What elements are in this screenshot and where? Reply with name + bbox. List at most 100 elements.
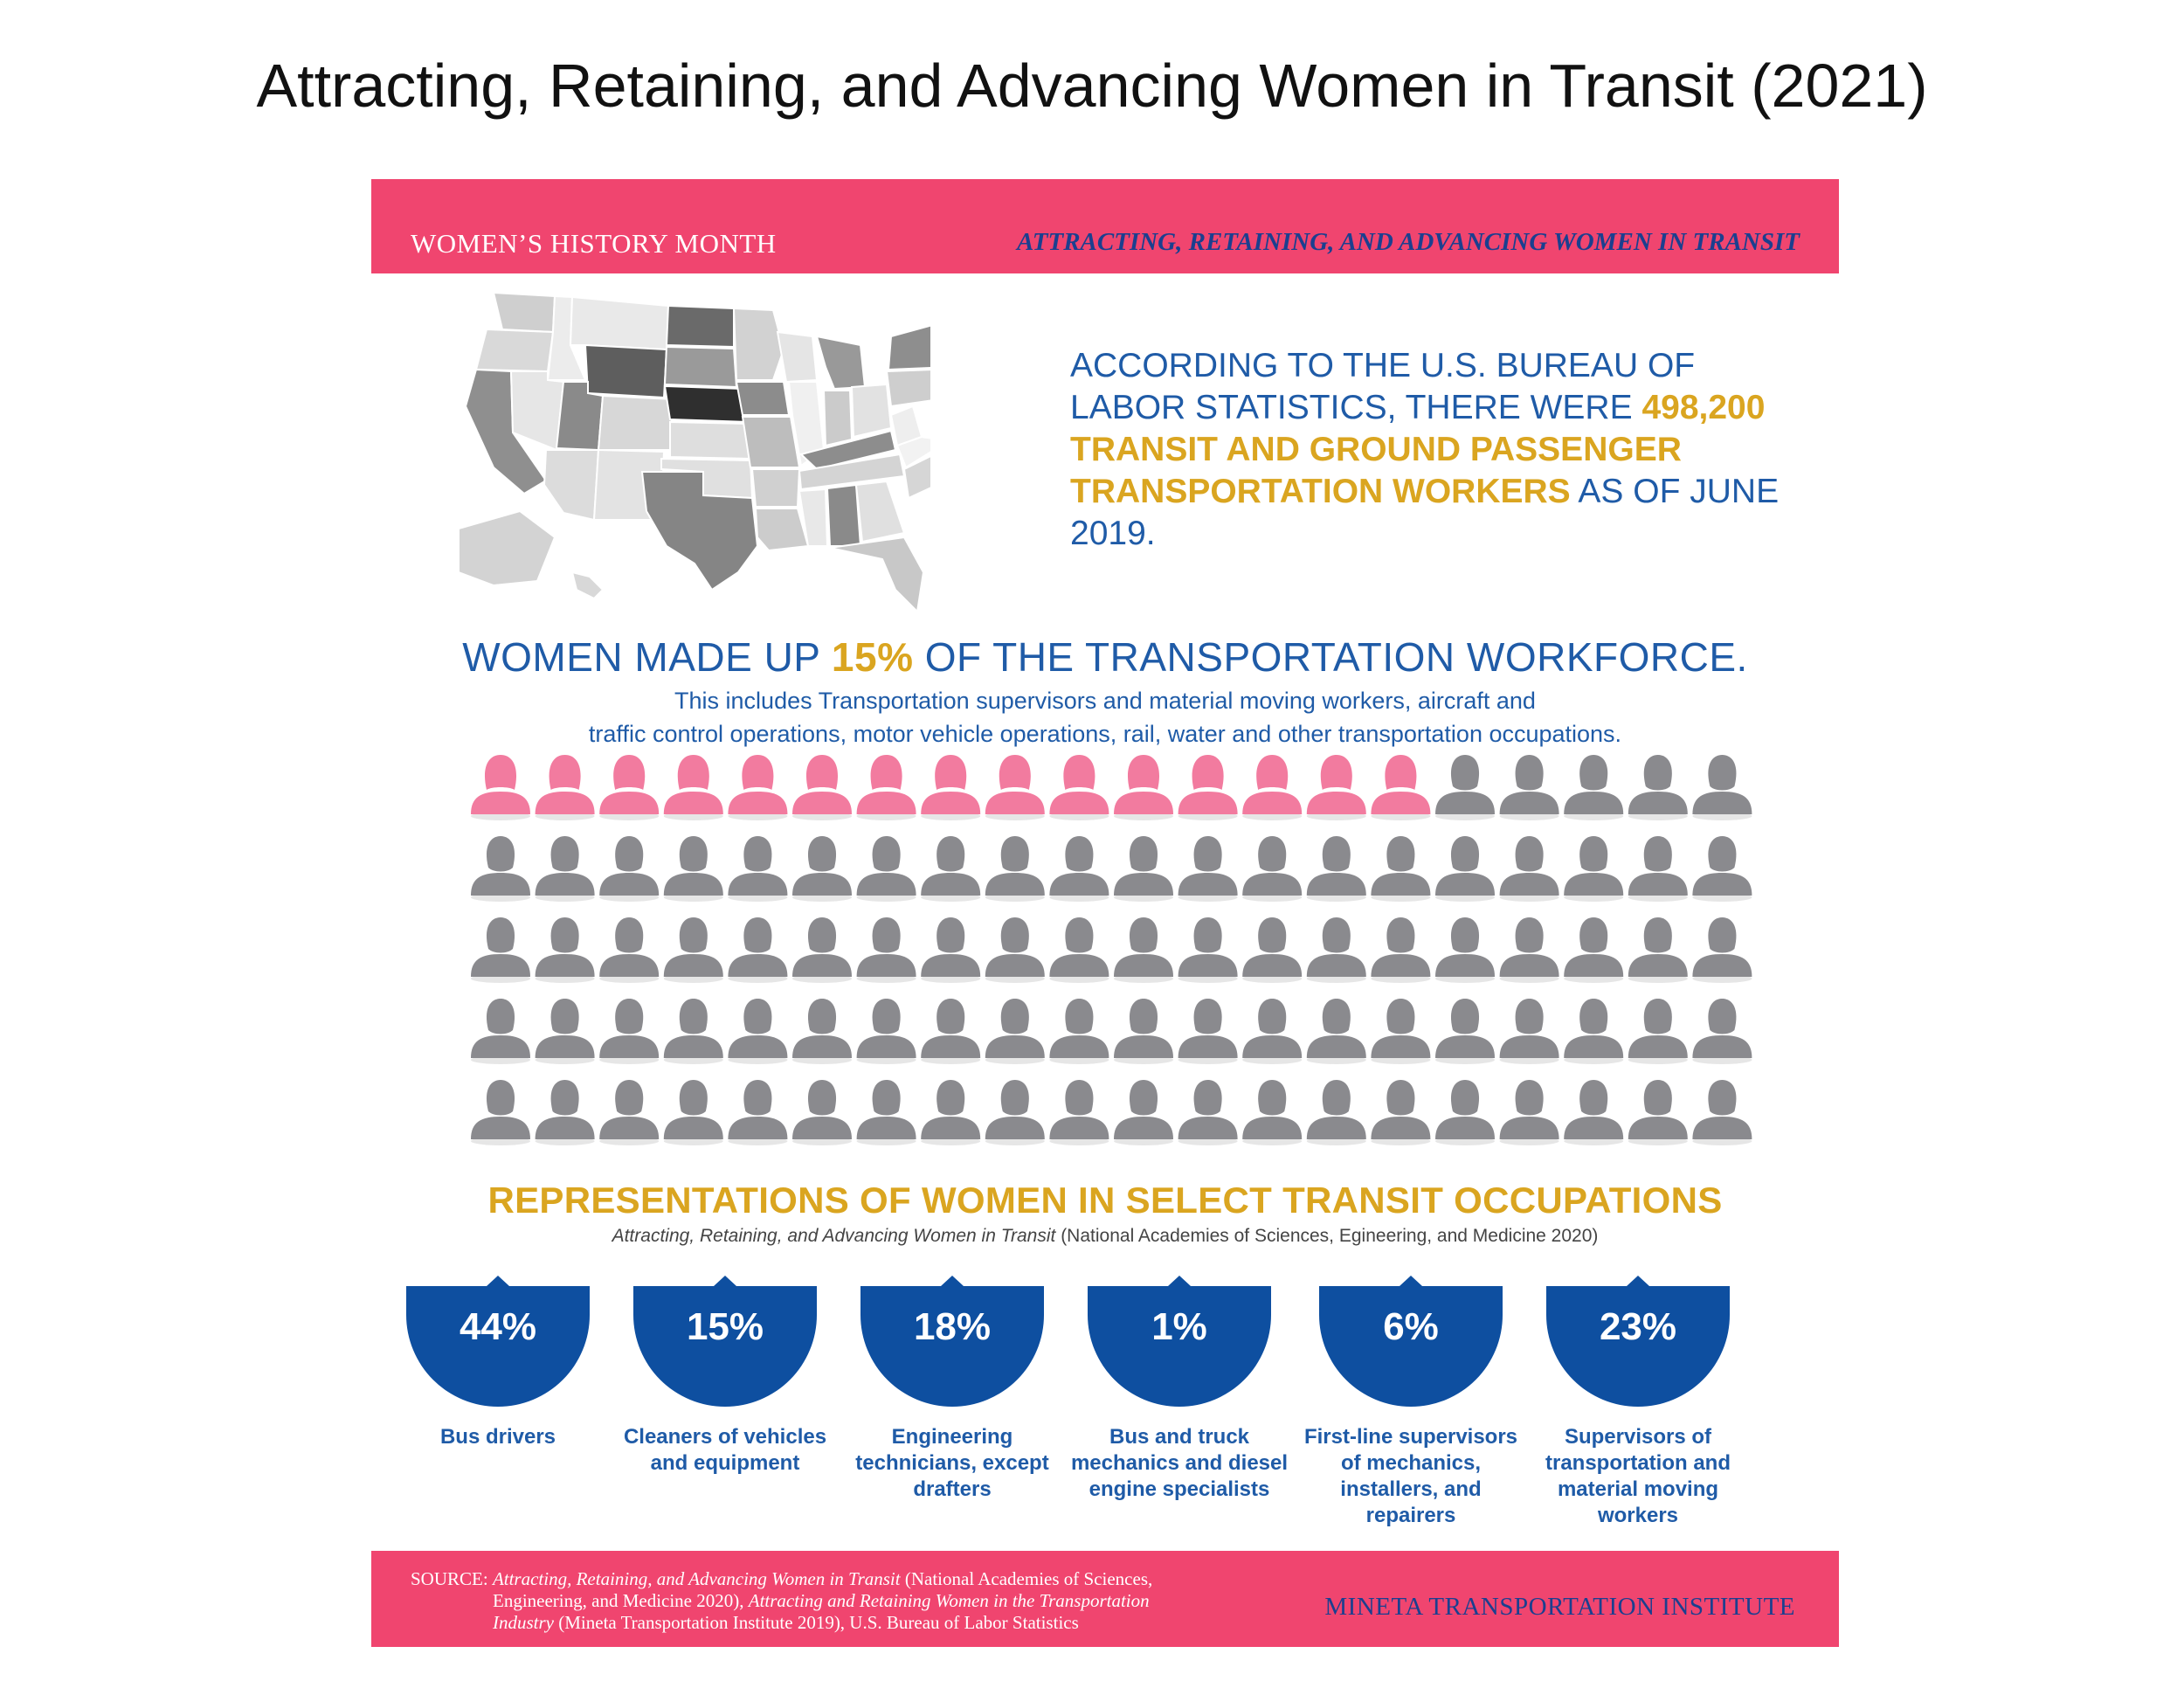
man-icon [663,917,723,983]
occupation-percent: 23% [1599,1305,1677,1348]
man-icon [1178,999,1238,1064]
woman-icon [663,755,723,820]
man-icon [1628,1080,1688,1145]
workforce-headline-pre: WOMEN MADE UP [462,634,832,680]
occupation-percent-badge: 23% [1546,1276,1730,1407]
man-icon [1114,999,1173,1064]
source-line-3: Industry (Mineta Transportation Institut… [411,1612,1249,1634]
man-icon [535,1080,595,1145]
stat-highlight: 498,200 TRANSIT AND GROUND PASSENGER TRA… [1070,389,1766,510]
man-icon [471,917,530,983]
map-region-kentucky [799,429,897,471]
people-icon-grid [471,755,1752,1145]
usa-map-image [458,291,930,614]
occupation-label: Engineering technicians, except drafters [855,1425,1049,1501]
occupation-item: 18% Engineering technicians, except draft… [839,1276,1066,1503]
man-icon [1114,836,1173,902]
map-region-nebraska [663,384,750,424]
source-text: SOURCE: Attracting, Retaining, and Advan… [411,1568,1249,1634]
workforce-description: This includes Transportation supervisors… [371,684,1839,751]
occupation-percent-badge: 18% [860,1276,1044,1407]
occupation-item: 23% Supervisors of transportation and mat… [1524,1276,1752,1529]
man-icon [1628,999,1688,1064]
map-region-oregon [474,328,555,373]
occupations-title: REPRESENTATIONS OF WOMEN IN SELECT TRANS… [487,1180,1723,1221]
man-icon [921,1080,981,1145]
map-region-colorado [597,394,674,451]
map-region-georgia [854,480,906,543]
man-icon [1371,917,1431,983]
man-icon [792,999,852,1064]
man-icon [1306,836,1366,902]
map-region-montana [569,295,670,351]
woman-icon [599,755,660,820]
map-region-louisiana [754,508,810,552]
man-icon [599,836,660,902]
occupation-percent-badge: 1% [1088,1276,1271,1407]
banner-infographic-title: ATTRACTING, RETAINING, AND ADVANCING WOM… [1017,228,1800,256]
source-text-2: Engineering, and Medicine 2020), [493,1590,749,1611]
source-text-3: (Mineta Transportation Institute 2019), … [554,1612,1079,1633]
occupation-percent: 18% [913,1305,992,1348]
man-icon [1564,917,1624,983]
woman-icon [985,755,1045,820]
map-region-indiana [822,390,854,447]
map-region-alaska [458,509,556,587]
man-icon [535,917,595,983]
man-icon [1692,1080,1752,1145]
man-icon [1564,836,1624,902]
man-icon [1242,836,1303,902]
man-icon [1692,999,1752,1064]
man-icon [1242,999,1303,1064]
occupation-label: First-line supervisors of mechanics, ins… [1303,1425,1518,1527]
map-region-north-dakota [665,304,735,349]
map-region-virginia [895,435,930,469]
man-icon [985,1080,1045,1145]
workforce-headline-post: OF THE TRANSPORTATION WORKFORCE. [913,634,1748,680]
map-region-pennsylvania [885,369,930,408]
man-icon [1628,917,1688,983]
man-icon [1114,917,1173,983]
man-icon [1049,1080,1109,1145]
man-icon [599,1080,660,1145]
man-icon [1499,755,1559,820]
occupation-item: 44% Bus drivers [384,1276,612,1450]
map-region-south-dakota [663,345,738,389]
stat-date: AS OF JUNE 2019. [1070,473,1780,552]
map-region-mississippi [798,488,829,547]
man-icon [663,836,723,902]
man-icon [1435,917,1495,983]
woman-icon [1242,755,1303,820]
man-icon [663,999,723,1064]
man-icon [599,917,660,983]
occupations-citation: Attracting, Retaining, and Advancing Wom… [371,1226,1839,1247]
workforce-description-line2: traffic control operations, motor vehicl… [588,721,1622,747]
occupation-item: 15% Cleaners of vehicles and equipment [612,1276,839,1477]
woman-icon [1371,755,1431,820]
man-icon [1371,836,1431,902]
workforce-description-line1: This includes Transportation supervisors… [674,688,1536,714]
man-icon [1306,1080,1366,1145]
man-icon [471,999,530,1064]
man-icon [1564,999,1624,1064]
man-icon [1499,1080,1559,1145]
man-icon [1178,917,1238,983]
man-icon [728,999,788,1064]
woman-icon [728,755,788,820]
map-region-florida [829,536,925,614]
man-icon [535,999,595,1064]
citation-title: Attracting, Retaining, and Advancing Wom… [612,1226,1056,1246]
bottom-banner: SOURCE: Attracting, Retaining, and Advan… [371,1551,1839,1647]
man-icon [1178,1080,1238,1145]
map-region-nevada [509,370,565,452]
source-label: SOURCE: [411,1568,493,1589]
occupation-percent-badge: 6% [1319,1276,1503,1407]
map-region-carolinas [902,455,930,500]
man-icon [1049,917,1109,983]
woman-icon [535,755,595,820]
man-icon [663,1080,723,1145]
map-region-tennessee [798,453,906,491]
man-icon [599,999,660,1064]
source-title-1: Attracting, Retaining, and Advancing Wom… [492,1568,901,1589]
man-icon [856,1080,916,1145]
